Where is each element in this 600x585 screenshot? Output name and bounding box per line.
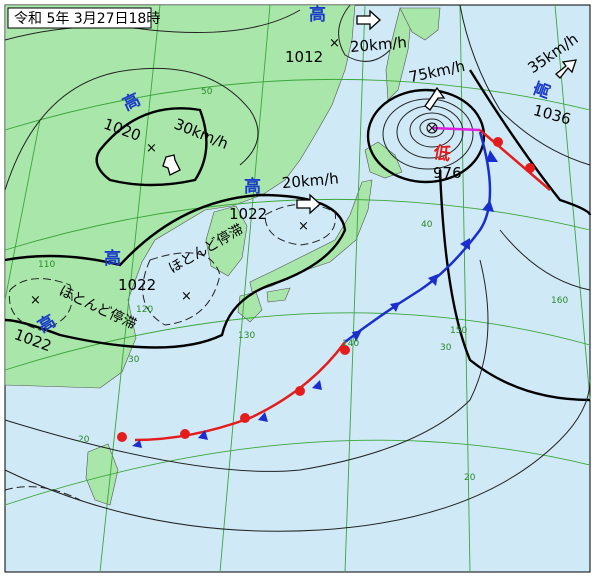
mark: × <box>181 289 192 304</box>
centers: × × × × × <box>30 36 438 308</box>
speed: 20km/h <box>281 169 339 192</box>
map-shape <box>399 7 441 41</box>
map-shape <box>142 252 221 326</box>
map-shape <box>219 4 271 573</box>
title: 令和 5年 3月27日18時 <box>14 11 160 27</box>
map-shape <box>390 302 400 312</box>
map-shape <box>99 4 161 573</box>
map-shape <box>431 126 481 132</box>
grid-label: 30 <box>128 355 140 365</box>
map-shape <box>499 229 591 291</box>
map-shape <box>205 205 248 277</box>
map-shape <box>4 312 591 371</box>
map-shape <box>352 330 362 342</box>
map-shape <box>162 154 181 176</box>
map-shape <box>428 274 438 286</box>
map-shape <box>382 98 474 170</box>
map-shape <box>486 150 498 162</box>
high: 高 <box>244 176 261 197</box>
map-shape <box>340 345 350 355</box>
land <box>4 4 441 506</box>
high: 高 <box>104 248 121 269</box>
map-shape <box>4 439 591 506</box>
map-shape <box>493 137 503 147</box>
map-shape <box>525 163 535 173</box>
map-shape <box>427 123 437 133</box>
pressure: 1022 <box>229 205 267 223</box>
map-shape <box>132 440 142 448</box>
map-shape <box>295 386 305 396</box>
grid-label: 20 <box>464 473 476 483</box>
map-shape <box>4 119 41 301</box>
low: 低 <box>431 141 452 165</box>
title-box <box>7 7 152 29</box>
map-shape <box>344 131 492 343</box>
graticule <box>4 4 591 573</box>
map-shape <box>366 88 486 184</box>
grid-label: 20 <box>78 435 90 445</box>
map-shape <box>85 443 119 506</box>
map-shape <box>4 193 347 349</box>
mark: × <box>298 219 309 234</box>
grid-label: 130 <box>238 331 255 341</box>
map-shape <box>468 69 592 216</box>
pressure: 1012 <box>285 48 323 66</box>
grid-label: 30 <box>440 343 452 353</box>
map-shape <box>4 379 591 532</box>
map-shape <box>426 122 438 134</box>
grid-label: 110 <box>38 260 55 270</box>
fronts <box>117 126 551 448</box>
motion-arrows <box>162 9 577 215</box>
speed: 20km/h <box>349 33 407 56</box>
map-shape <box>479 129 551 191</box>
grid-label: 160 <box>551 296 568 306</box>
mark: × <box>146 141 157 156</box>
map-shape <box>424 86 446 111</box>
map-shape <box>4 78 591 131</box>
grid-label: 50 <box>201 87 213 97</box>
map-shape <box>180 429 190 439</box>
map-shape <box>338 4 391 62</box>
map-shape <box>95 107 208 187</box>
map-shape <box>438 169 591 402</box>
map-shape <box>482 200 494 212</box>
pressure: 976 <box>433 164 462 182</box>
map-shape <box>312 380 322 390</box>
map-shape <box>296 193 321 215</box>
grid-labels: 50 40 30 20 20 30 110 120 130 140 150 16… <box>38 87 568 483</box>
map-shape <box>364 141 403 179</box>
grid-label: 120 <box>136 305 153 315</box>
map-shape <box>4 259 489 472</box>
map-shape <box>4 4 356 389</box>
map-shape <box>4 486 81 501</box>
map-shape <box>4 67 259 191</box>
map-shape <box>117 432 127 442</box>
high: 高 <box>309 4 326 25</box>
map-shape <box>198 430 208 440</box>
grid-label: 140 <box>342 339 359 349</box>
map-shape <box>134 341 347 442</box>
mark: × <box>329 36 340 51</box>
map-shape <box>344 4 366 573</box>
map-shape <box>459 4 591 166</box>
map-shape <box>240 413 250 423</box>
map-shape <box>4 9 301 41</box>
high: 高 <box>530 78 556 101</box>
map-shape <box>258 412 268 422</box>
mark: × <box>30 293 41 308</box>
pressure: 1022 <box>118 276 156 294</box>
grid-label: 40 <box>421 220 433 230</box>
map-shape <box>8 278 73 331</box>
map-shape <box>555 59 577 79</box>
map-shape <box>460 238 470 250</box>
map-shape <box>266 287 291 303</box>
map-shape <box>356 9 381 31</box>
grid-label: 150 <box>450 326 467 336</box>
